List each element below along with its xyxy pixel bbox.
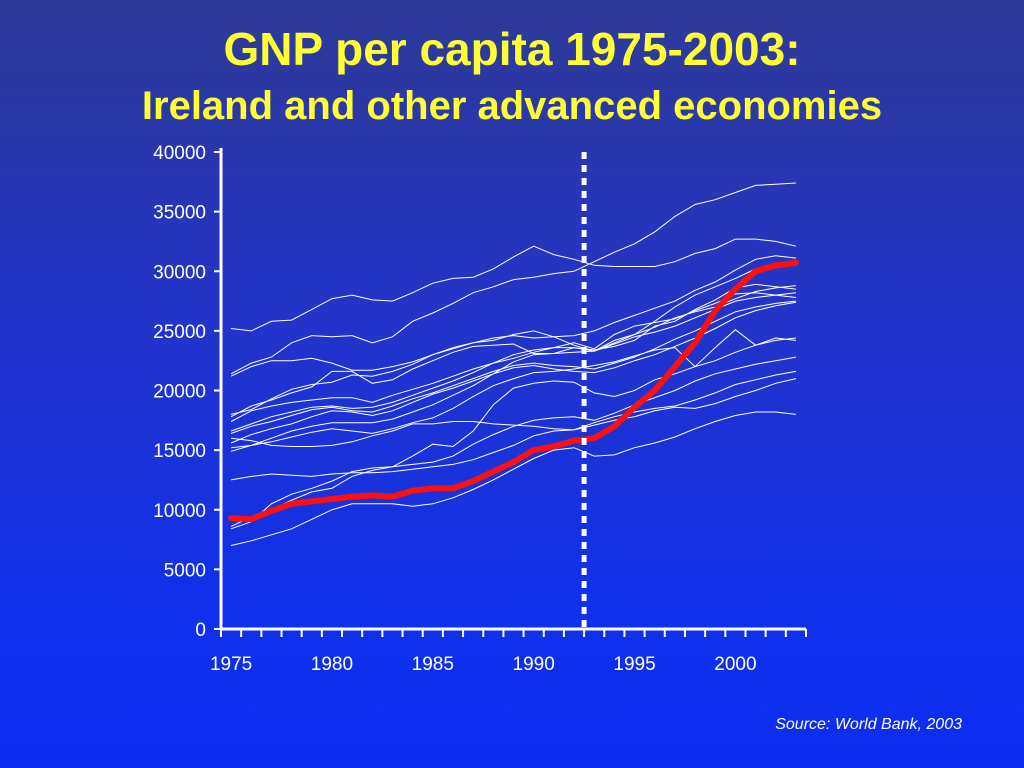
series-line-5 [230, 283, 796, 418]
series-line-15 [230, 356, 796, 530]
y-tick-label: 30000 [153, 262, 206, 283]
y-tick-label: 35000 [153, 203, 206, 224]
series-line-13 [231, 378, 797, 481]
source-note: Source: World Bank, 2003 [775, 716, 962, 733]
series-line-6 [230, 292, 796, 422]
y-tick-label: 20000 [153, 382, 206, 403]
x-tick-label: 1995 [613, 654, 655, 675]
x-tick-label: 2000 [714, 654, 756, 675]
y-tick-label: 25000 [153, 322, 206, 343]
series-line-2 [230, 182, 796, 375]
series-line-12 [231, 329, 796, 449]
y-tick-label: 10000 [153, 501, 206, 522]
x-tick-label: 1980 [311, 654, 353, 675]
x-tick-label: 1975 [210, 654, 252, 675]
x-tick-label: 1985 [412, 654, 454, 675]
series-line-11 [231, 370, 796, 447]
ireland-series-line [228, 259, 799, 523]
chart-title-line2: Ireland and other advanced economies [141, 84, 883, 128]
axes: 0 5000 10000 15000 20000 25000 30000 35000 40000… [153, 143, 807, 675]
plot-lines [228, 152, 799, 629]
y-tick-label: 5000 [164, 560, 206, 581]
series-line-14 [230, 337, 796, 527]
y-tick-label: 40000 [153, 143, 206, 164]
series-line-7 [230, 285, 796, 432]
series-line-16 [230, 411, 796, 546]
series-line-1 [231, 238, 797, 332]
series-line-4 [230, 261, 796, 415]
y-tick-label: 15000 [153, 441, 206, 462]
y-tick-label: 0 [195, 620, 206, 641]
series-line-3 [230, 255, 796, 377]
series-line-10 [230, 292, 796, 452]
x-tick-label: 1990 [513, 654, 555, 675]
chart-title-line1: GNP per capita 1975-2003: [223, 23, 801, 75]
